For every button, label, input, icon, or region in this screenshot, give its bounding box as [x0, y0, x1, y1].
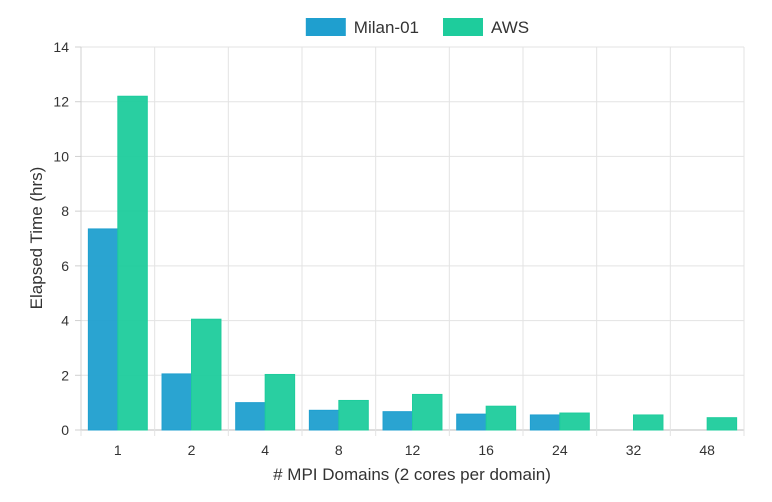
y-tick-label: 14: [53, 39, 69, 55]
x-tick-label: 16: [478, 442, 494, 458]
y-tick-label: 12: [53, 94, 69, 110]
x-tick-label: 1: [114, 442, 122, 458]
y-axis-label: Elapsed Time (hrs): [27, 167, 46, 310]
x-tick-label: 4: [261, 442, 269, 458]
y-tick-label: 8: [61, 203, 69, 219]
y-tick-label: 4: [61, 313, 69, 329]
bar-aws-4: [264, 373, 296, 431]
legend-swatch: [443, 18, 483, 36]
bar-aws-48: [706, 417, 738, 431]
x-tick-label: 12: [405, 442, 421, 458]
legend-swatch: [305, 18, 346, 36]
bar-aws-24: [559, 412, 590, 431]
bar-aws-16: [485, 405, 517, 431]
bar-aws-8: [338, 399, 369, 431]
y-tick-label: 6: [61, 258, 69, 274]
bar-aws-1: [117, 95, 148, 431]
bar-milan-01-2: [161, 373, 193, 431]
legend-label: Milan-01: [354, 18, 419, 37]
bar-aws-32: [633, 414, 664, 431]
bar-milan-01-1: [87, 228, 119, 431]
y-tick-label: 10: [53, 148, 69, 164]
x-tick-label: 8: [335, 442, 343, 458]
y-tick-label: 0: [61, 422, 69, 438]
bar-aws-2: [191, 318, 222, 431]
y-tick-label: 2: [61, 367, 69, 383]
bar-aws-12: [412, 393, 443, 431]
x-tick-label: 48: [699, 442, 715, 458]
x-tick-label: 24: [552, 442, 568, 458]
bar-milan-01-16: [456, 413, 487, 431]
legend: Milan-01 AWS: [305, 18, 529, 37]
x-tick-label: 2: [188, 442, 196, 458]
grid-layer: [80, 46, 745, 436]
bar-milan-01-24: [529, 414, 561, 431]
legend-label: AWS: [491, 18, 529, 37]
bar-layer: [87, 95, 738, 431]
bar-milan-01-12: [382, 411, 413, 431]
bar-milan-01-4: [235, 402, 266, 431]
x-tick-label: 32: [626, 442, 642, 458]
bar-milan-01-8: [308, 409, 340, 431]
x-axis-label: # MPI Domains (2 cores per domain): [273, 465, 551, 484]
